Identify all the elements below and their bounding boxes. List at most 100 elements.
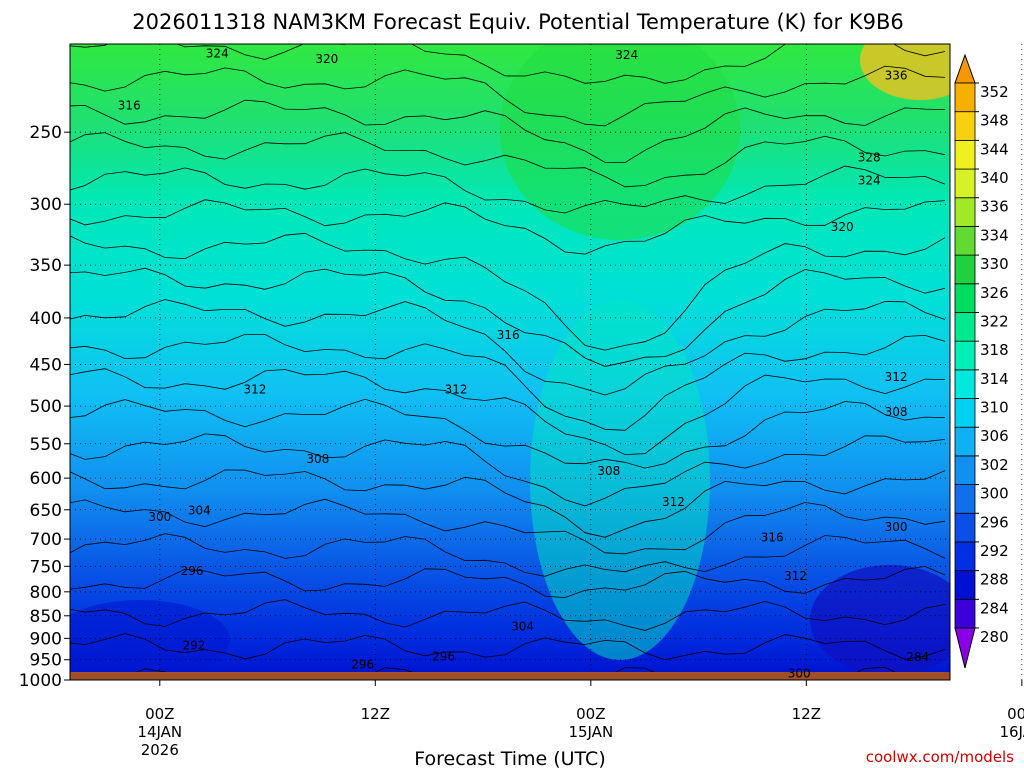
y-tick-label: 850 [30,607,62,627]
cold-pool-right [810,565,950,675]
contour-line-310 [70,398,946,469]
colorbar: 280 284 288 292 296 300 302 306 310 314 318 322 326 3… [954,53,1009,669]
contour-line-322 [70,299,946,396]
y-tick-label: 250 [30,123,62,143]
contour-line-348 [70,65,946,127]
contour-label: 292 [182,639,205,653]
contour-label: 316 [761,530,784,544]
contour-label: 320 [315,52,338,66]
colorbar-segment [954,82,976,113]
colorbar-segment [954,283,976,313]
grid-lines [70,44,1023,680]
colorbar-segment [954,541,976,572]
contour-label: 324 [615,48,638,62]
contour-lines [70,44,946,680]
ground-strip [70,672,950,680]
contour-label: 300 [885,520,908,534]
colorbar-segment [954,312,976,342]
colorbar-segment [954,570,976,600]
colorbar-segment [954,455,976,485]
colorbar-segment [954,369,976,399]
y-tick-label: 350 [30,256,62,276]
colorbar-label: 340 [980,169,1009,187]
contour-line-336 [70,165,946,214]
colorbar-label: 344 [980,140,1009,158]
colorbar-segment [954,398,976,428]
contour-label: 284 [906,650,929,664]
chart-title: 2026011318 NAM3KM Forecast Equiv. Potent… [132,10,903,34]
contour-label: 296 [351,658,374,672]
moist-plume [530,300,710,660]
colorbar-label: 326 [980,284,1009,302]
contour-label: 304 [188,503,211,517]
contour-label: 328 [858,151,881,165]
x-axis-label: Forecast Time (UTC) [414,748,605,768]
contour-label: 312 [244,382,267,396]
contour-line-306 [70,433,946,507]
cold-pool-left [70,600,230,680]
contour-line-300 [70,498,946,555]
x-tick-date: 14JAN [137,723,182,741]
colorbar-segment [954,512,976,543]
contour-label: 304 [511,620,534,634]
y-tick-label: 300 [30,195,62,215]
colorbar-segment [954,426,976,457]
colorbar-top-arrow [954,53,976,84]
contour-line-344 [70,99,946,164]
colorbar-label: 288 [980,571,1009,589]
contour-label: 320 [831,220,854,234]
warm-core-upper [500,44,740,240]
contour-line-302 [70,469,946,538]
colorbar-label: 336 [980,198,1009,216]
y-tick-label: 750 [30,557,62,577]
colorbar-segment [954,598,976,629]
colorbar-label: 306 [980,427,1009,445]
colorbar-segment [954,197,976,227]
y-tick-label: 650 [30,501,62,521]
colorbar-segment [954,226,976,256]
y-tick-label: 500 [30,397,62,417]
colorbar-label: 284 [980,599,1009,617]
contour-line-288 [70,599,946,631]
y-tick-label: 1000 [19,671,62,691]
x-tick-date: 15JAN [568,723,613,741]
contour-label: 308 [597,464,620,478]
y-tick-label: 700 [30,530,62,550]
contour-label: 312 [662,495,685,509]
colorbar-label: 318 [980,341,1009,359]
colorbar-segment [954,111,976,141]
contour-line-296 [70,533,946,577]
contour-label: 316 [118,99,141,113]
colorbar-label: 334 [980,226,1009,244]
colorbar-segment [954,168,976,199]
contour-label: 296 [181,564,204,578]
credit-label: coolwx.com/models [866,748,1014,766]
contour-label: 324 [858,174,881,188]
x-tick-year: 2026 [141,741,179,759]
colorbar-label: 302 [980,456,1009,474]
contour-line-334 [70,199,946,255]
y-tick-label: 900 [30,629,62,649]
colorbar-segment [954,139,976,170]
colorbar-segment [954,484,976,514]
colorbar-label: 292 [980,542,1009,560]
ground-layer [70,672,950,680]
colorbar-label: 352 [980,83,1009,101]
x-tick-label: 00Z [145,705,174,723]
contour-label: 308 [306,452,329,466]
x-tick-label: 12Z [361,705,390,723]
contour-label: 300 [788,667,811,681]
contour-line-314 [70,368,946,456]
contour-line-292 [70,565,946,599]
contour-line-340 [70,132,946,188]
contour-label: 336 [885,69,908,83]
colorbar-label: 280 [980,628,1009,646]
contour-label: 312 [445,382,468,396]
y-tick-label: 950 [30,651,62,671]
contour-label: 312 [784,569,807,583]
y-tick-label: 400 [30,309,62,329]
contour-label: 296 [432,649,455,663]
colorbar-label: 296 [980,513,1009,531]
contour-line-330 [70,232,946,351]
